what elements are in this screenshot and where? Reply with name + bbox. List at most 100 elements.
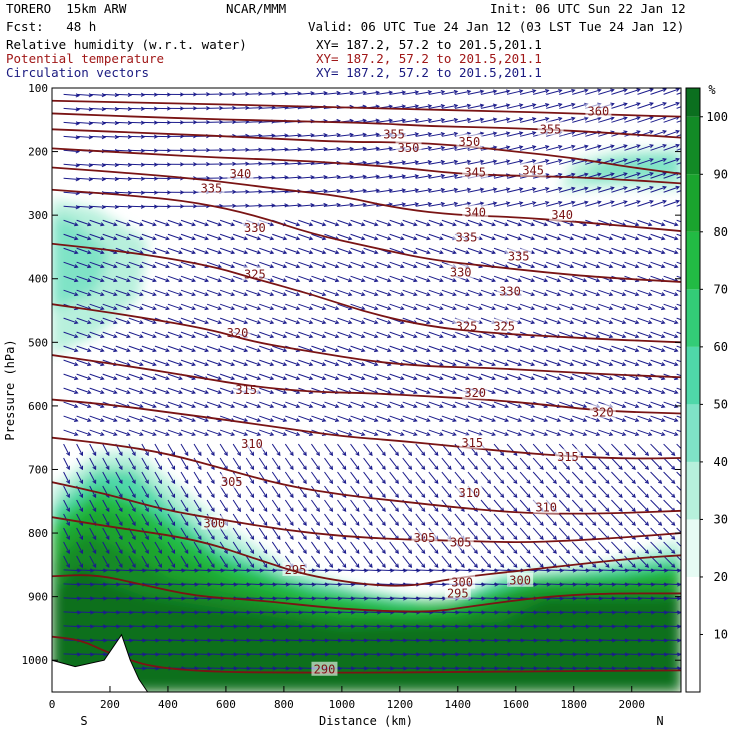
vector-arrow <box>311 485 320 498</box>
vector-arrow <box>663 200 680 207</box>
vector-arrowhead <box>545 200 550 206</box>
vector-arrowhead <box>481 610 486 615</box>
vector-arrow <box>180 429 196 436</box>
vector-arrowhead <box>217 292 223 297</box>
vector-arrowhead <box>295 292 301 297</box>
vector-arrow <box>154 261 170 268</box>
vector-arrowhead <box>259 652 265 657</box>
vector-arrow <box>246 289 261 296</box>
vector-arrowhead <box>321 278 327 283</box>
vector-arrowhead <box>595 292 601 297</box>
vector-arrowhead <box>145 549 149 555</box>
vector-arrowhead <box>558 88 563 94</box>
vector-arrowhead <box>500 549 505 554</box>
vector-arrow <box>258 471 268 484</box>
vector-arrow <box>363 373 378 380</box>
vector-arrow <box>76 275 91 282</box>
vector-arrowhead <box>66 451 70 457</box>
vector-arrow <box>428 331 443 338</box>
vector-arrow <box>441 202 458 207</box>
vector-arrow <box>141 513 149 526</box>
vector-arrow <box>415 471 426 484</box>
vector-arrow <box>480 118 497 123</box>
vector-arrow <box>167 373 183 380</box>
vector-arrowhead <box>363 624 369 629</box>
vector-arrow <box>259 106 275 109</box>
vector-arrowhead <box>139 334 144 339</box>
vector-arrow <box>115 233 130 240</box>
vector-arrow <box>115 457 123 470</box>
vector-arrowhead <box>674 404 679 409</box>
vector-arrow <box>506 415 522 422</box>
vector-arrow <box>559 289 574 296</box>
vector-arrow <box>546 653 564 656</box>
vector-arrowhead <box>491 376 496 381</box>
vector-arrow <box>167 401 183 408</box>
vector-arrowhead <box>491 236 496 241</box>
vector-arrowhead <box>250 549 255 555</box>
vector-arrowhead <box>315 549 320 555</box>
vector-arrowhead <box>381 521 386 527</box>
vector-arrowhead <box>388 118 394 123</box>
vector-arrowhead <box>465 250 470 255</box>
vector-arrowhead <box>361 292 366 297</box>
vector-arrowhead <box>429 652 434 657</box>
theta-contour-320 <box>52 354 681 415</box>
vector-arrowhead <box>394 479 399 485</box>
vector-arrow <box>584 499 597 512</box>
vector-arrowhead <box>545 186 550 192</box>
theta-label-bg <box>381 126 408 141</box>
vector-arrow <box>115 569 133 572</box>
vector-arrowhead <box>452 250 457 255</box>
vector-arrowhead <box>453 159 459 164</box>
vector-arrow <box>285 415 300 422</box>
vector-arrowhead <box>90 582 95 587</box>
vector-arrow <box>233 639 250 642</box>
vector-arrow <box>272 92 288 95</box>
vector-arrowhead <box>572 568 578 573</box>
vector-arrowhead <box>116 610 121 615</box>
vector-arrow <box>376 219 391 226</box>
vector-arrowhead <box>513 549 518 554</box>
vector-arrowhead <box>74 264 79 269</box>
vector-arrow <box>415 499 426 512</box>
vector-arrow <box>363 471 373 484</box>
vector-arrow <box>246 625 264 628</box>
vector-arrowhead <box>92 563 97 569</box>
vector-arrow <box>311 190 327 193</box>
vector-arrowhead <box>556 418 562 423</box>
vector-arrowhead <box>579 493 584 498</box>
vector-arrowhead <box>282 362 288 367</box>
vector-arrow <box>311 331 326 338</box>
vector-arrowhead <box>559 582 565 587</box>
vector-arrowhead <box>105 479 110 485</box>
theta-label-bg <box>453 318 480 333</box>
vector-arrow <box>102 345 117 352</box>
vector-arrowhead <box>413 250 418 255</box>
vector-arrowhead <box>636 200 641 205</box>
vector-arrowhead <box>637 568 643 573</box>
vector-arrowhead <box>158 535 162 541</box>
vector-arrow <box>415 275 430 282</box>
vector-arrowhead <box>621 418 627 423</box>
vector-arrowhead <box>243 362 249 367</box>
vector-arrow <box>467 373 483 380</box>
vector-arrowhead <box>142 596 147 601</box>
vector-arrowhead <box>347 250 353 255</box>
vector-arrowhead <box>223 507 228 513</box>
vector-arrow <box>63 583 81 586</box>
vector-arrow <box>180 331 196 338</box>
vector-arrow <box>533 373 548 380</box>
vector-arrowhead <box>87 292 92 297</box>
vector-arrow <box>506 513 518 526</box>
vector-arrowhead <box>442 582 447 587</box>
vector-arrow <box>376 275 391 282</box>
vector-arrow <box>441 104 458 109</box>
vector-arrow <box>363 289 378 296</box>
vector-arrow <box>89 93 106 96</box>
vector-arrowhead <box>662 101 667 107</box>
vector-arrowhead <box>539 465 544 471</box>
vector-arrowhead <box>434 507 439 513</box>
vector-arrow <box>415 219 430 226</box>
vector-arrowhead <box>355 479 360 485</box>
